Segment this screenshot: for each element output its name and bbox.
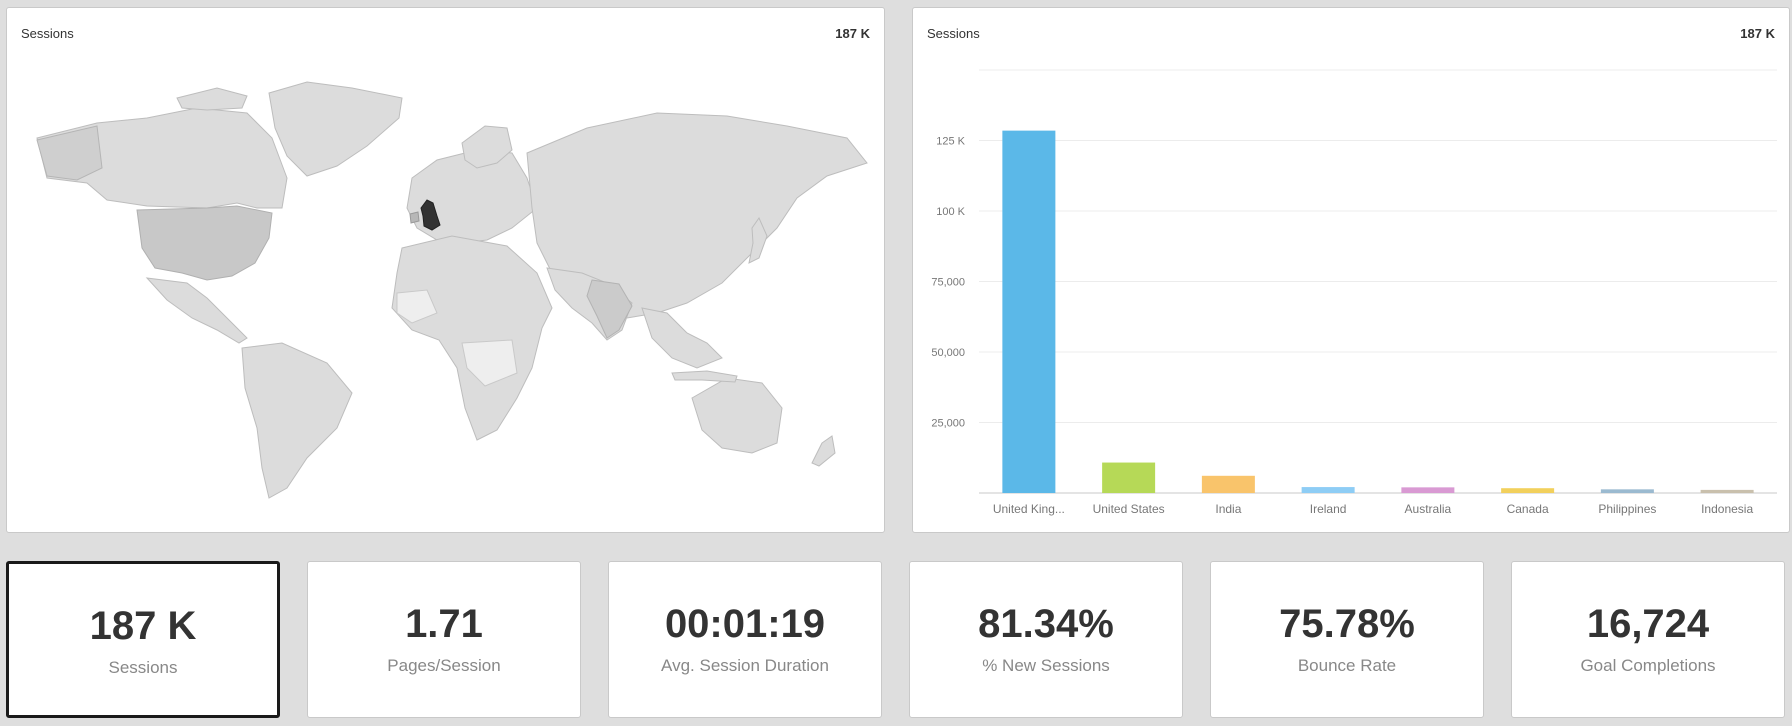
x-tick-label: United States	[1093, 502, 1165, 516]
x-tick-label: Philippines	[1598, 502, 1656, 516]
kpi-label: Pages/Session	[387, 656, 501, 675]
y-tick-label: 50,000	[931, 347, 965, 359]
kpi-pages-per-session[interactable]: 1.71 Pages/Session	[307, 561, 581, 718]
map-panel-total: 187 K	[835, 26, 870, 41]
map-region-new-zealand	[811, 435, 836, 467]
sessions-bar-panel: Sessions 187 K 25,000 50,000 75,000 100 K 12…	[912, 7, 1790, 533]
kpi-bounce-rate[interactable]: 75.78% Bounce Rate	[1210, 561, 1484, 718]
map-region-west-africa	[396, 289, 438, 324]
x-tick-label: Ireland	[1310, 502, 1347, 516]
map-region-central-america	[145, 277, 248, 344]
kpi-value: 00:01:19	[664, 602, 826, 646]
y-tick-label: 125 K	[936, 136, 965, 148]
kpi-new-sessions[interactable]: 81.34% % New Sessions	[909, 561, 1183, 718]
bar-panel-total: 187 K	[1740, 26, 1775, 41]
map-region-south-america	[241, 342, 353, 499]
map-region-greenland	[268, 81, 403, 177]
x-tick-label: United King...	[993, 502, 1065, 516]
bar	[1501, 488, 1555, 493]
bar	[1301, 487, 1355, 493]
map-region-united-kingdom	[420, 199, 441, 231]
kpi-avg-session-duration[interactable]: 00:01:19 Avg. Session Duration	[608, 561, 882, 718]
map-panel-title: Sessions	[21, 26, 74, 41]
bar	[1102, 462, 1156, 493]
kpi-sessions[interactable]: 187 K Sessions	[6, 561, 280, 718]
sessions-map-panel: Sessions 187 K	[6, 7, 885, 533]
map-region-ireland	[409, 211, 420, 224]
map-region-japan	[748, 216, 768, 264]
y-tick-label: 25,000	[931, 418, 965, 430]
map-region-indonesia	[671, 370, 738, 383]
bar	[1201, 475, 1255, 493]
x-tick-label: India	[1215, 502, 1241, 516]
kpi-value: 16,724	[1586, 602, 1710, 646]
kpi-label: Sessions	[108, 658, 178, 677]
map-region-arctic-islands	[176, 87, 248, 111]
y-tick-label: 75,000	[931, 277, 965, 289]
map-region-australia	[691, 377, 783, 454]
bar	[1600, 489, 1654, 493]
kpi-value: 187 K	[89, 604, 197, 648]
bar	[1700, 489, 1754, 493]
world-map[interactable]	[7, 68, 886, 508]
bar	[1401, 487, 1455, 493]
map-region-india	[586, 279, 633, 339]
sessions-bar-chart: 25,000 50,000 75,000 100 K 125 K United King.…	[931, 69, 1777, 516]
bar-panel-title: Sessions	[927, 26, 980, 41]
x-tick-label: Australia	[1405, 502, 1452, 516]
map-region-north-america-north	[36, 107, 288, 209]
kpi-label: Avg. Session Duration	[661, 656, 829, 675]
x-tick-label: Indonesia	[1701, 502, 1753, 516]
kpi-label: Bounce Rate	[1297, 656, 1397, 675]
kpi-value: 1.71	[405, 602, 483, 646]
y-tick-label: 100 K	[936, 206, 965, 218]
x-tick-label: Canada	[1507, 502, 1549, 516]
kpi-goal-completions[interactable]: 16,724 Goal Completions	[1511, 561, 1785, 718]
bar	[1002, 130, 1056, 493]
kpi-value: 81.34%	[978, 602, 1114, 646]
map-region-alaska	[36, 125, 103, 181]
kpi-label: Goal Completions	[1580, 656, 1716, 675]
map-region-southeast-asia	[641, 307, 723, 369]
map-region-united-states	[136, 205, 273, 281]
map-region-central-africa	[461, 339, 518, 387]
kpi-label: % New Sessions	[982, 656, 1110, 675]
map-region-africa	[391, 235, 553, 441]
kpi-value: 75.78%	[1279, 602, 1415, 646]
map-region-scandinavia	[461, 125, 513, 169]
